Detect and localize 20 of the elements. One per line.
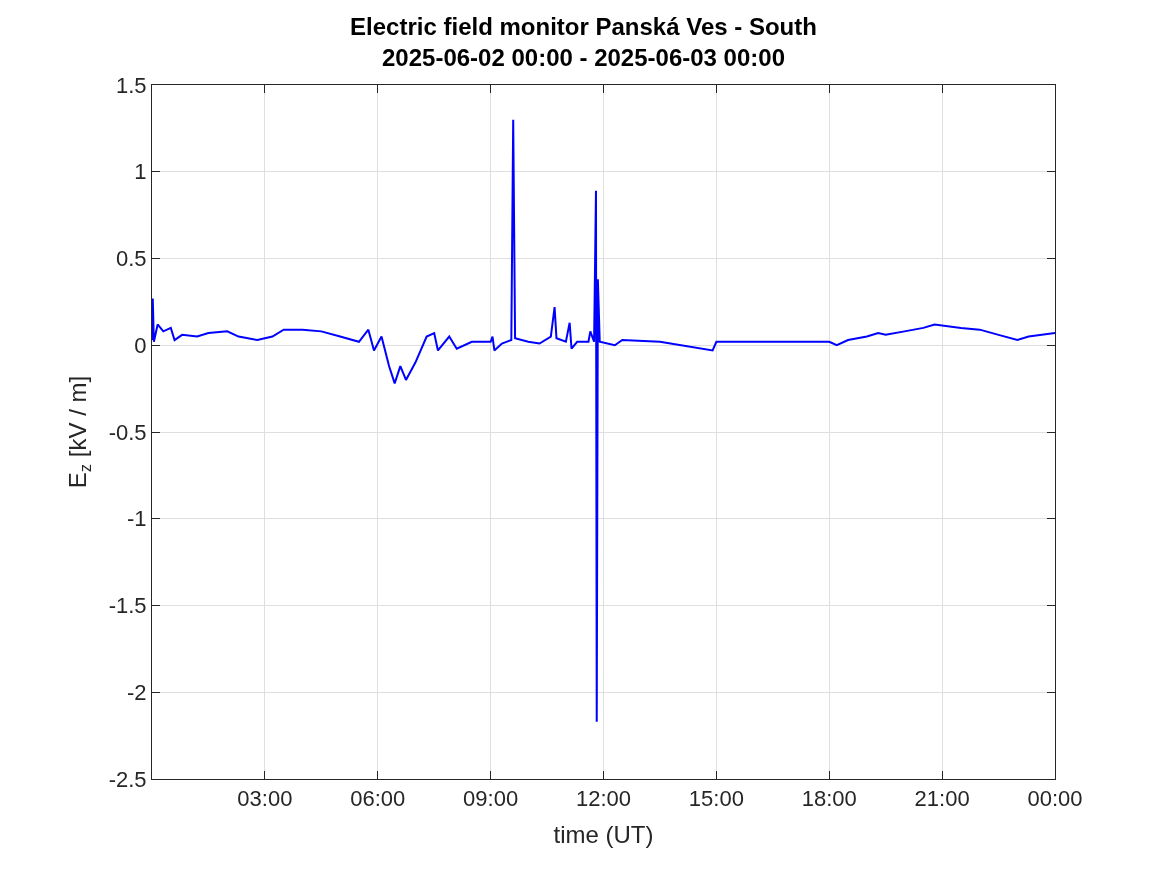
- y-tick-label: 1.5: [116, 72, 147, 98]
- y-tick-label: 0: [134, 332, 147, 358]
- y-tick-label: -1.5: [108, 593, 147, 619]
- x-tick-label: 09:00: [463, 786, 519, 812]
- x-tick-label: 15:00: [688, 786, 744, 812]
- x-tick-label: 06:00: [350, 786, 406, 812]
- chart-title: Electric field monitor Panská Ves - South 2025-06-02 00:00 - 2025-06-03 00:00: [350, 13, 817, 72]
- y-tick-label: -0.5: [108, 419, 147, 445]
- x-tick-label: 12:00: [575, 786, 632, 812]
- y-tick-label: -2.5: [108, 766, 147, 792]
- x-tick-label: 03:00: [237, 786, 293, 812]
- x-tick-label: 18:00: [801, 786, 857, 812]
- y-tick-label: 1: [134, 159, 147, 185]
- line-series: [152, 118, 1055, 723]
- y-tick-label: -1: [127, 506, 147, 532]
- y-tick-label: -2: [127, 679, 147, 705]
- x-tick-label: 21:00: [914, 786, 970, 812]
- x-axis-title: time (UT): [553, 820, 654, 848]
- x-tick-label: 00:00: [1027, 786, 1083, 812]
- y-tick-label: 0.5: [116, 246, 147, 272]
